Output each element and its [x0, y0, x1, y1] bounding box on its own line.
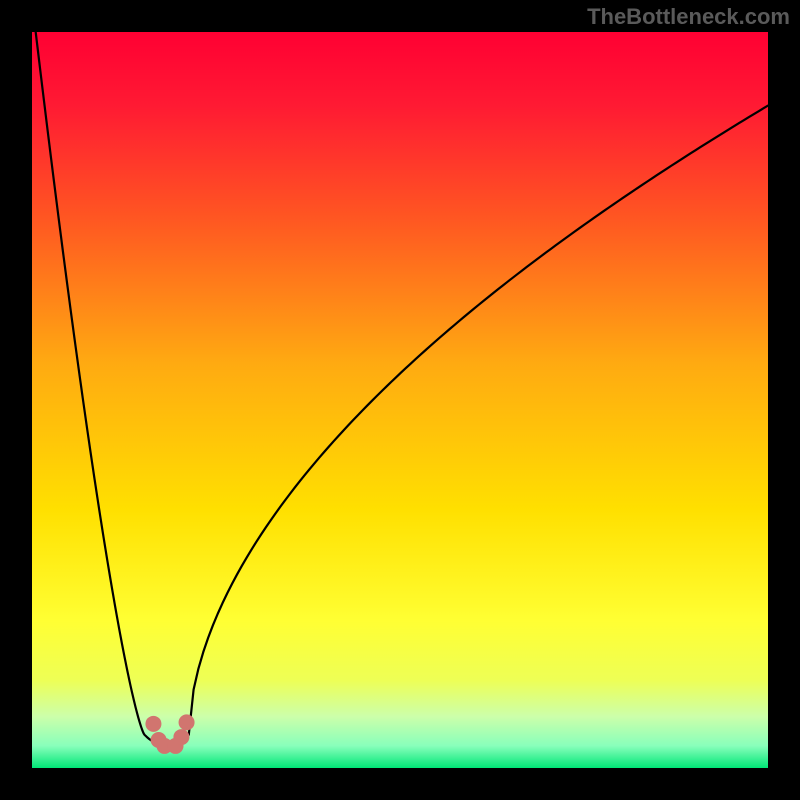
chart-container: { "watermark": { "text": "TheBottleneck.…: [0, 0, 800, 800]
cusp-marker: [173, 729, 189, 745]
chart-svg: [0, 0, 800, 800]
cusp-marker: [145, 716, 161, 732]
plot-background: [32, 32, 768, 768]
watermark-text: TheBottleneck.com: [587, 4, 790, 30]
cusp-marker: [179, 714, 195, 730]
